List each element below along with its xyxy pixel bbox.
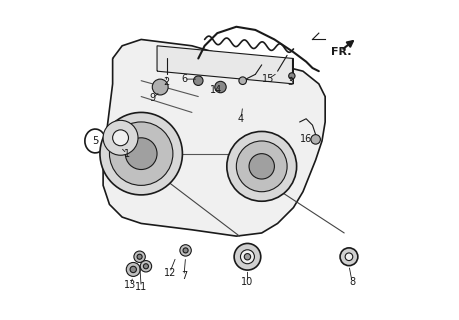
Circle shape [248, 154, 274, 179]
Circle shape [126, 262, 140, 276]
Circle shape [130, 266, 136, 273]
Text: 10: 10 [241, 277, 253, 287]
Text: 11: 11 [135, 282, 147, 292]
PathPatch shape [157, 46, 293, 84]
Text: 6: 6 [180, 74, 187, 84]
Circle shape [137, 254, 142, 259]
Circle shape [236, 141, 286, 192]
Circle shape [310, 135, 320, 144]
Circle shape [134, 251, 145, 262]
Circle shape [112, 130, 128, 146]
Circle shape [214, 81, 226, 93]
Circle shape [140, 260, 151, 272]
PathPatch shape [103, 39, 325, 236]
Text: 13: 13 [123, 280, 136, 290]
Text: 1: 1 [123, 149, 130, 159]
Text: 5: 5 [92, 136, 98, 146]
Circle shape [226, 132, 296, 201]
Text: 12: 12 [163, 268, 175, 278]
Text: 9: 9 [149, 93, 155, 103]
Circle shape [152, 79, 168, 95]
Circle shape [288, 73, 294, 79]
Text: 14: 14 [209, 85, 221, 95]
Circle shape [193, 76, 202, 85]
Circle shape [234, 244, 260, 270]
Circle shape [244, 253, 250, 260]
Circle shape [183, 248, 188, 253]
Circle shape [109, 122, 173, 185]
Text: 15: 15 [261, 74, 274, 84]
Text: FR.: FR. [330, 47, 351, 57]
Circle shape [100, 112, 182, 195]
Text: 4: 4 [237, 114, 244, 124]
Circle shape [143, 264, 148, 269]
Text: 16: 16 [299, 134, 312, 144]
Circle shape [339, 248, 357, 266]
Circle shape [103, 120, 138, 155]
Text: 7: 7 [180, 271, 187, 281]
Circle shape [240, 250, 254, 264]
Circle shape [179, 245, 191, 256]
Circle shape [344, 253, 352, 260]
Circle shape [125, 138, 157, 170]
Text: 3: 3 [286, 77, 293, 87]
Text: 2: 2 [163, 77, 169, 87]
Circle shape [238, 77, 246, 84]
Text: 8: 8 [348, 277, 354, 287]
